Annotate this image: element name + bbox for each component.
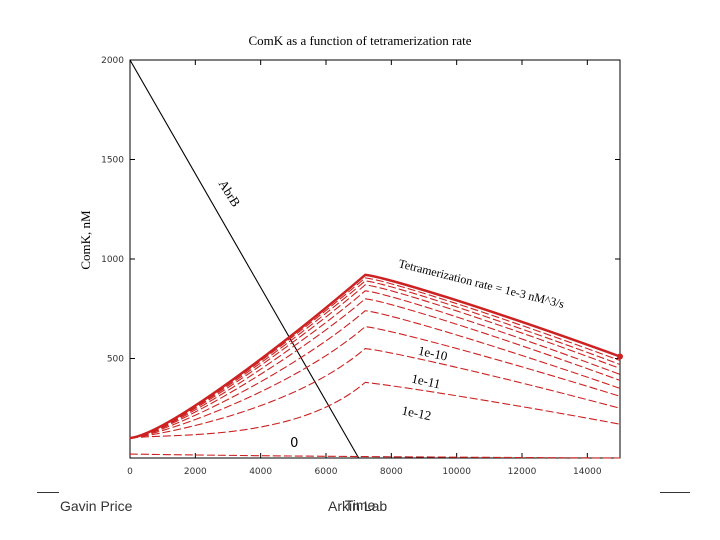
footer-left-rule xyxy=(37,492,59,493)
annotation-label: 0 xyxy=(290,436,298,451)
plot-frame xyxy=(129,59,621,459)
x-axis-ticks: 0 2000 4000 6000 8000 10000 12000 14000 xyxy=(127,60,602,477)
annotation-label: 1e-11 xyxy=(410,371,442,392)
annotation-label: 1e-10 xyxy=(417,343,449,364)
y-tick-label: 1000 xyxy=(101,255,124,265)
series-line xyxy=(129,347,621,439)
footer-lab: Arkin Lab xyxy=(328,498,388,514)
annotation-label: Tetramerization rate = 1e-3 nM^3/s xyxy=(397,256,566,311)
series-line xyxy=(129,290,621,439)
footer-author: Gavin Price xyxy=(60,498,133,514)
x-tick-label: 2000 xyxy=(184,467,207,477)
annotation-group: AbrB Tetramerization rate = 1e-3 nM^3/s 1e… xyxy=(216,177,566,451)
series-endpoint xyxy=(617,353,623,360)
series-group xyxy=(129,59,623,459)
series-line xyxy=(129,326,621,439)
x-axis-label: Time xyxy=(345,497,376,513)
x-tick-label: 4000 xyxy=(249,467,272,477)
series-line xyxy=(129,59,360,459)
x-tick-label: 8000 xyxy=(380,467,403,477)
x-tick-label: 12000 xyxy=(508,467,537,477)
y-tick-label: 500 xyxy=(107,355,124,365)
series-line xyxy=(129,284,621,439)
series-line xyxy=(129,310,621,439)
x-tick-label: 0 xyxy=(127,467,133,477)
y-axis-label: ComK, nM xyxy=(78,210,93,270)
y-tick-label: 2000 xyxy=(101,56,124,66)
footer-right-rule xyxy=(660,492,690,493)
series-line xyxy=(129,453,621,459)
y-axis-ticks: 500 1000 1500 2000 xyxy=(101,56,620,365)
series-line xyxy=(129,280,621,439)
series-line xyxy=(129,273,621,440)
y-tick-label: 1500 xyxy=(101,156,124,166)
series-line xyxy=(129,298,621,439)
x-tick-label: 6000 xyxy=(315,467,338,477)
x-tick-label: 14000 xyxy=(573,467,602,477)
series-line xyxy=(129,277,621,439)
x-tick-label: 10000 xyxy=(442,467,471,477)
chart-title: ComK as a function of tetramerization ra… xyxy=(248,33,471,48)
annotation-label: 1e-12 xyxy=(401,402,433,423)
series-line xyxy=(129,381,621,439)
annotation-label: AbrB xyxy=(216,177,244,210)
